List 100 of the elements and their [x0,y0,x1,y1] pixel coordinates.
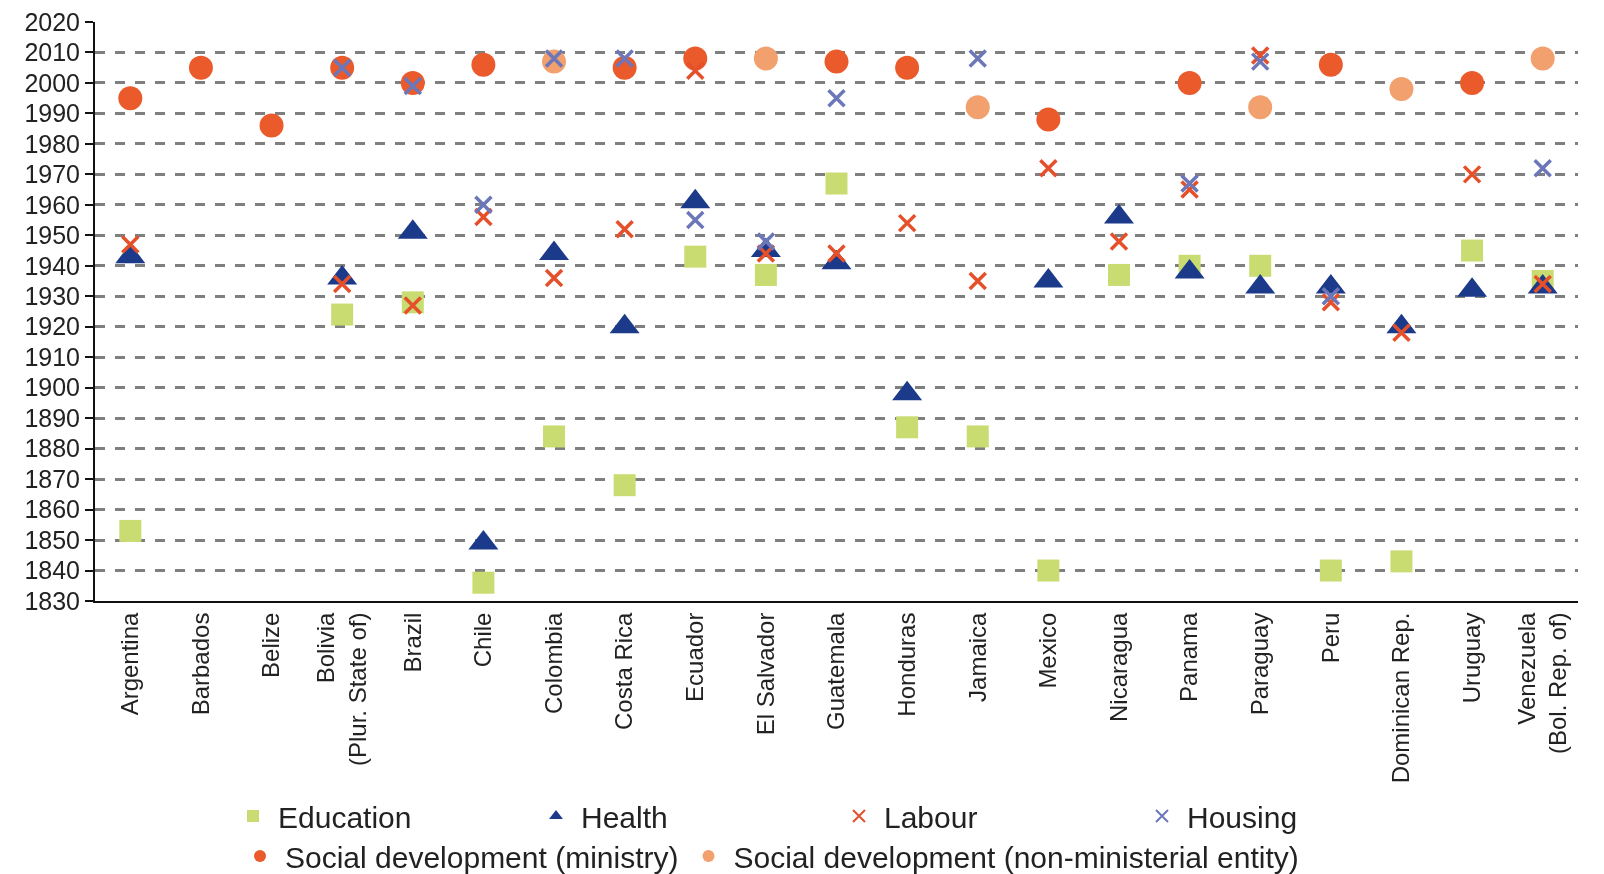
y-tick-label: 1920 [24,312,80,341]
y-tick-label: 1890 [24,403,80,432]
point [331,303,354,326]
point [259,113,284,138]
point [1389,77,1414,102]
x-tick-label: Panama [1175,611,1203,702]
point [1036,107,1061,132]
y-tick-label: 1980 [24,129,80,158]
y-tick-label: 1930 [24,282,80,311]
x-tick-label: Costa Rica [610,611,638,730]
legend-label: Health [581,800,668,834]
point [614,48,635,69]
point [1390,550,1413,573]
point [544,48,564,69]
y-tick-label: 1910 [24,342,80,371]
point [613,474,636,497]
y-tick-label: 2010 [24,38,80,67]
x-tick-label: Jamaica [963,611,991,702]
point [1318,52,1343,77]
y-tick-label: 1990 [24,99,80,128]
point [897,213,917,233]
point [1179,173,1200,194]
x-tick-label: Bolivia (Plur. State of) [312,611,371,767]
point [1038,158,1059,179]
point [1250,51,1270,72]
y-tick-label: 1880 [24,434,80,463]
y-tick-label: 1860 [24,495,80,524]
point [614,219,635,239]
legend-label: Labour [884,800,978,834]
point [753,46,778,71]
x-tick-label: Mexico [1034,612,1062,689]
point [544,268,564,288]
x-tick-label: Guatemala [822,611,850,731]
point [1177,70,1202,95]
y-tick-label: 1830 [24,586,80,615]
legend-label: Social development (non-ministerial entity) [733,840,1299,874]
x-tick-label: Dominican Rep. [1387,612,1415,784]
point [1249,254,1272,277]
point [895,55,920,80]
point [118,86,143,111]
point [473,195,494,215]
x-tick-label: Argentina [116,611,144,716]
legend-label: Social development (ministry) [285,840,679,874]
point [965,95,990,120]
point [967,48,988,69]
x-tick-label: Honduras [892,612,920,717]
point [1530,46,1555,71]
point [1532,158,1553,179]
x-tick-label: Peru [1316,612,1344,664]
point [1109,231,1129,252]
point [1319,559,1342,582]
y-tick-label: 1850 [24,525,80,554]
point [1460,70,1485,95]
y-tick-label: 2020 [24,7,80,36]
point [966,425,989,448]
point [756,231,776,252]
y-tick-label: 1840 [24,556,80,585]
point [1321,286,1341,307]
y-tick-label: 2000 [24,68,80,97]
y-tick-label: 1940 [24,251,80,280]
point [188,55,213,80]
point [332,274,352,294]
x-tick-label: Chile [469,612,497,668]
y-tick-label: 1950 [24,221,80,250]
y-tick-label: 1870 [24,464,80,493]
y-tick-label: 1970 [24,160,80,189]
y-tick-label: 1960 [24,190,80,219]
x-tick-label: Barbados [186,612,214,716]
x-tick-label: Venezuela (Bol. Rep. of) [1512,611,1572,754]
x-tick-label: Colombia [539,611,567,714]
point [684,245,707,268]
point [685,61,706,81]
point [967,271,988,291]
point [543,425,566,448]
point [825,172,848,195]
point [119,519,142,542]
point [826,88,847,108]
x-tick-label: Uruguay [1457,612,1485,704]
point [1037,559,1060,582]
point [120,234,141,255]
x-tick-label: Ecuador [681,612,709,702]
point [826,243,847,264]
point [472,571,495,594]
x-tick-label: El Salvador [751,612,779,736]
point [824,49,849,74]
point [1462,164,1482,185]
point [1248,95,1273,120]
legend-label: Education [278,800,412,834]
x-tick-label: Nicaragua [1104,611,1132,723]
x-tick-label: Brazil [398,612,426,673]
point [471,52,496,77]
point [1461,239,1484,262]
x-tick-label: Belize [257,612,285,678]
legend-label: Housing [1187,800,1298,834]
point [685,210,706,230]
point [896,416,919,439]
point [754,263,777,286]
point [1391,323,1412,343]
y-tick-label: 1900 [24,373,80,402]
point [1107,263,1130,286]
